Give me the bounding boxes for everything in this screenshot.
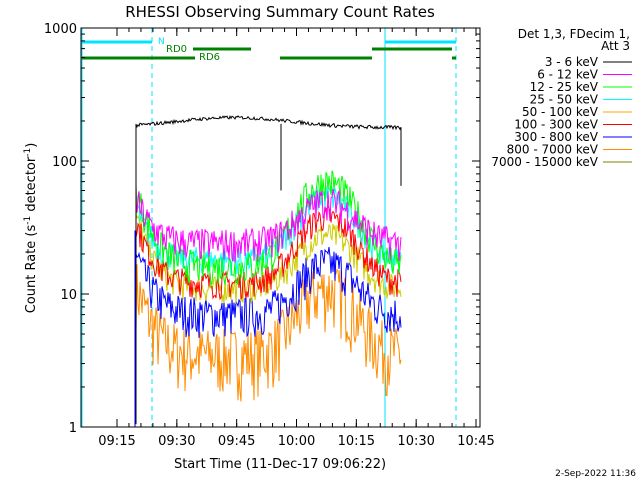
x-tick-label: 10:45	[457, 434, 494, 449]
x-tick-label: 10:15	[338, 434, 375, 449]
flag-label-rd0: RD0	[166, 44, 187, 55]
x-tick-label: 09:30	[158, 434, 195, 449]
y-tick-label: 100	[52, 155, 77, 170]
x-axis: 09:15 09:30 09:45 10:00 10:15 10:30 10:45	[98, 28, 495, 449]
x-tick-label: 10:00	[278, 434, 315, 449]
series-6-12kev	[135, 189, 402, 263]
legend-label: 100 - 300 keV	[514, 118, 598, 132]
y-axis-label: Count Rate (s-1 detector-1)	[23, 143, 39, 314]
y-axis: 1 10 100 1000	[44, 22, 480, 436]
series-800-7000kev	[135, 264, 402, 402]
legend-label: 7000 - 15000 keV	[491, 155, 598, 169]
x-tick-label: 10:30	[397, 434, 434, 449]
flag-label-rd6: RD6	[199, 52, 220, 63]
x-axis-label: Start Time (11-Dec-17 09:06:22)	[174, 457, 386, 472]
y-tick-label: 1000	[44, 22, 77, 37]
series-50-100kev-yellow	[135, 213, 402, 304]
flag-label-n: N	[158, 37, 165, 47]
legend-label: 25 - 50 keV	[530, 93, 599, 107]
legend-label: 50 - 100 keV	[522, 105, 599, 119]
series-3-6kev	[135, 115, 402, 425]
legend-header-2: Att 3	[601, 39, 630, 53]
legend-label: 800 - 7000 keV	[507, 143, 599, 157]
legend-label: 3 - 6 keV	[545, 55, 599, 69]
y-tick-label: 10	[60, 288, 77, 303]
chart-title: RHESSI Observing Summary Count Rates	[125, 3, 435, 21]
legend-label: 12 - 25 keV	[530, 80, 599, 94]
x-tick-label: 09:15	[98, 434, 135, 449]
plot-frame	[80, 27, 481, 428]
y-tick-label: 1	[69, 421, 77, 436]
series-100-300kev	[135, 205, 402, 301]
legend-label: 300 - 800 keV	[514, 130, 598, 144]
legend-header-1: Det 1,3, FDecim 1,	[518, 27, 630, 41]
legend-label: 6 - 12 keV	[537, 68, 599, 82]
x-tick-label: 09:45	[218, 434, 255, 449]
series-300-800kev	[135, 246, 402, 338]
timestamp: 2-Sep-2022 11:36	[555, 469, 636, 479]
